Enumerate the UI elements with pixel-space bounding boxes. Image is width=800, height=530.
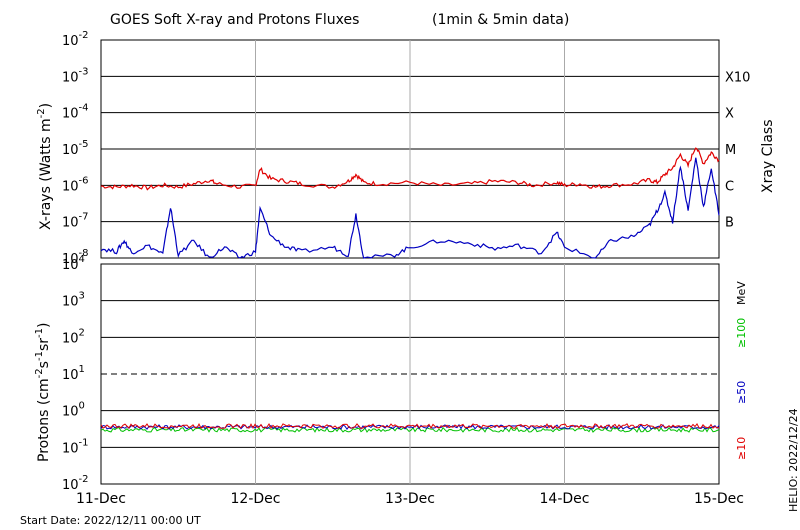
x-tick-label: 12-Dec: [231, 491, 281, 507]
energy-unit-label: MeV: [735, 281, 748, 305]
xray-series-line: [100, 157, 720, 259]
x-tick-labels: 11-Dec 12-Dec 13-Dec 14-Dec 15-Dec: [76, 491, 744, 507]
proton-tick-label: 10-2: [62, 474, 89, 493]
xray-class-labels: B C M X X10: [725, 70, 750, 230]
xray-ylabel: X-rays (Watts m-2): [36, 103, 54, 230]
chart-title-suffix: (1min & 5min data): [432, 12, 569, 28]
chart-title: GOES Soft X-ray and Protons Fluxes: [110, 12, 359, 28]
proton-series-line: [100, 422, 720, 430]
xray-class-label: M: [725, 143, 736, 158]
proton-tick-label: 100: [62, 401, 85, 420]
xray-series-line: [100, 147, 720, 191]
energy-label: ≥100: [735, 318, 748, 348]
xray-tick-label: 10-3: [62, 66, 89, 85]
proton-series-line: [100, 426, 720, 433]
proton-tick-label: 10-1: [62, 437, 89, 456]
x-tick-label: 11-Dec: [76, 491, 126, 507]
xray-tick-label: 10-6: [62, 175, 89, 194]
energy-label: ≥50: [735, 381, 748, 404]
xray-series-group: [100, 147, 720, 259]
proton-tick-label: 101: [62, 364, 85, 383]
proton-series-line: [100, 423, 720, 430]
xray-tick-label: 10-4: [62, 103, 89, 122]
energy-label: ≥10: [735, 437, 748, 460]
proton-tick-label: 102: [62, 327, 85, 346]
xray-tick-label: 10-8: [62, 248, 89, 267]
xray-class-label: X10: [725, 70, 750, 85]
day-gridlines: [255, 40, 565, 484]
start-date-label: Start Date: 2022/12/11 00:00 UT: [20, 514, 201, 527]
xray-ytick-labels: 10-8 10-7 10-6 10-5 10-4 10-3 10-2: [62, 30, 89, 267]
proton-tick-label: 103: [62, 291, 85, 310]
proton-ylabel: Protons (cm-2s-1sr-1): [34, 323, 52, 462]
x-tick-label: 13-Dec: [385, 491, 435, 507]
xray-class-label: C: [725, 179, 734, 194]
proton-ytick-labels: 10-2 10-1 100 101 102 103 104: [62, 254, 89, 493]
xray-class-axis-label: Xray Class: [760, 120, 776, 194]
xray-class-label: X: [725, 107, 734, 122]
xray-tick-label: 10-2: [62, 30, 89, 49]
proton-series-group: [100, 422, 720, 433]
xray-tick-label: 10-5: [62, 139, 89, 158]
xray-class-label: B: [725, 216, 734, 231]
credit-label: HELIO: 2022/12/24: [787, 408, 800, 512]
proton-tick-label: 104: [62, 254, 85, 273]
xray-tick-label: 10-7: [62, 212, 89, 231]
energy-labels: ≥100 ≥50 ≥10: [735, 318, 748, 460]
x-tick-label: 15-Dec: [694, 491, 744, 507]
x-tick-label: 14-Dec: [540, 491, 590, 507]
